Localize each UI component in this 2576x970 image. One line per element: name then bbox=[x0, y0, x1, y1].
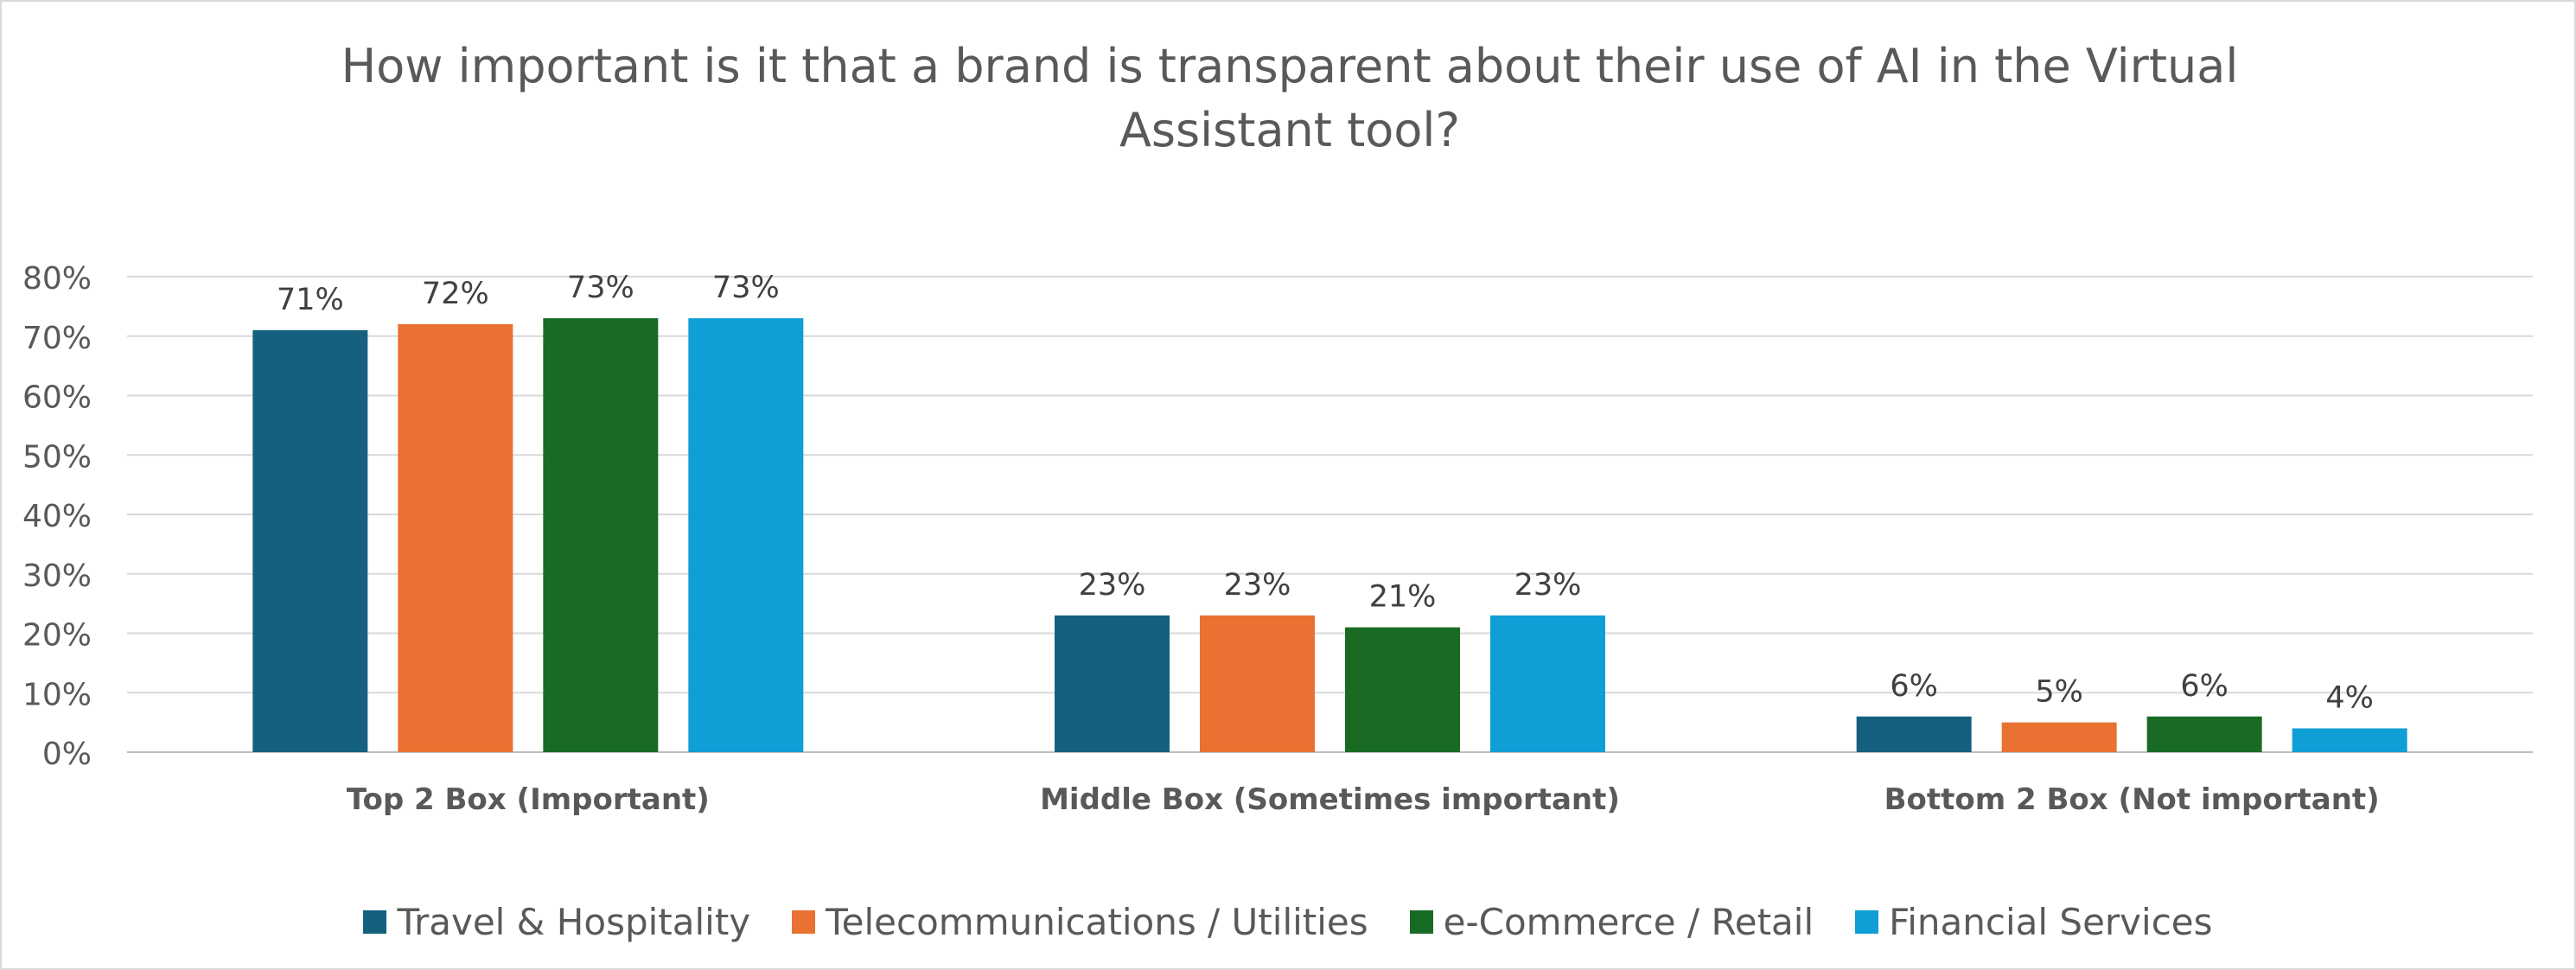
y-tick-label: 20% bbox=[22, 618, 92, 654]
data-label: 73% bbox=[567, 271, 634, 305]
data-label: 71% bbox=[277, 283, 344, 317]
data-label: 6% bbox=[2180, 669, 2228, 704]
y-tick-label: 10% bbox=[22, 677, 92, 712]
bar bbox=[1200, 615, 1315, 752]
legend-item: Travel & Hospitality bbox=[363, 901, 750, 943]
bar bbox=[398, 324, 513, 752]
bar bbox=[2146, 716, 2262, 752]
y-tick-label: 50% bbox=[22, 439, 92, 475]
data-label: 23% bbox=[1079, 568, 1146, 603]
y-tick-label: 80% bbox=[22, 261, 92, 297]
legend-swatch bbox=[363, 910, 387, 934]
legend-swatch bbox=[1409, 910, 1433, 934]
legend-label: Financial Services bbox=[1889, 901, 2213, 943]
bar bbox=[2001, 722, 2117, 752]
data-label: 4% bbox=[2325, 681, 2374, 716]
data-label: 23% bbox=[1224, 568, 1291, 603]
bar bbox=[252, 329, 368, 752]
legend-swatch bbox=[1855, 910, 1879, 934]
legend-swatch bbox=[792, 910, 816, 934]
category-label: Bottom 2 Box (Not important) bbox=[1884, 782, 2380, 817]
data-label: 73% bbox=[712, 271, 780, 305]
y-tick-label: 70% bbox=[22, 321, 92, 356]
legend-label: Telecommunications / Utilities bbox=[826, 901, 1368, 943]
data-label: 5% bbox=[2035, 675, 2083, 710]
data-label: 21% bbox=[1369, 580, 1437, 615]
bar bbox=[1055, 615, 1170, 752]
category-label: Middle Box (Sometimes important) bbox=[1040, 782, 1620, 817]
data-label: 23% bbox=[1514, 568, 1582, 603]
legend-item: Financial Services bbox=[1855, 901, 2213, 943]
y-tick-label: 30% bbox=[22, 558, 92, 594]
legend-item: e-Commerce / Retail bbox=[1409, 901, 1814, 943]
bar bbox=[1490, 615, 1605, 752]
bar bbox=[543, 318, 659, 752]
bar bbox=[688, 318, 804, 752]
data-label: 6% bbox=[1890, 669, 1938, 704]
legend-label: e-Commerce / Retail bbox=[1443, 901, 1814, 943]
bar bbox=[1345, 627, 1460, 752]
legend-label: Travel & Hospitality bbox=[397, 901, 751, 943]
y-tick-label: 60% bbox=[22, 380, 92, 416]
chart-title: How important is it that a brand is tran… bbox=[341, 39, 2239, 157]
y-tick-label: 40% bbox=[22, 499, 92, 534]
data-label: 72% bbox=[422, 277, 489, 311]
y-tick-label: 0% bbox=[42, 737, 92, 772]
bar bbox=[1856, 716, 1972, 752]
bar bbox=[2292, 728, 2407, 752]
legend: Travel & Hospitality Telecommunications /… bbox=[2, 901, 2574, 943]
category-label: Top 2 Box (Important) bbox=[347, 782, 710, 817]
legend-item: Telecommunications / Utilities bbox=[792, 901, 1368, 943]
